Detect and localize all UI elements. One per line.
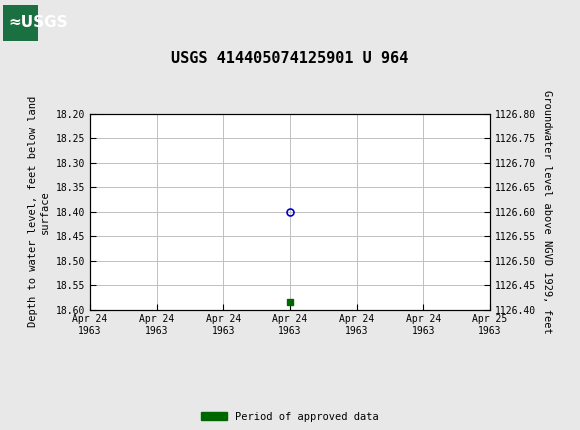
Y-axis label: Groundwater level above NGVD 1929, feet: Groundwater level above NGVD 1929, feet — [542, 90, 552, 334]
Text: ≈USGS: ≈USGS — [9, 15, 68, 30]
Legend: Period of approved data: Period of approved data — [197, 407, 383, 426]
Y-axis label: Depth to water level, feet below land
surface: Depth to water level, feet below land su… — [28, 96, 50, 327]
FancyBboxPatch shape — [3, 4, 38, 41]
Text: USGS 414405074125901 U 964: USGS 414405074125901 U 964 — [171, 51, 409, 66]
